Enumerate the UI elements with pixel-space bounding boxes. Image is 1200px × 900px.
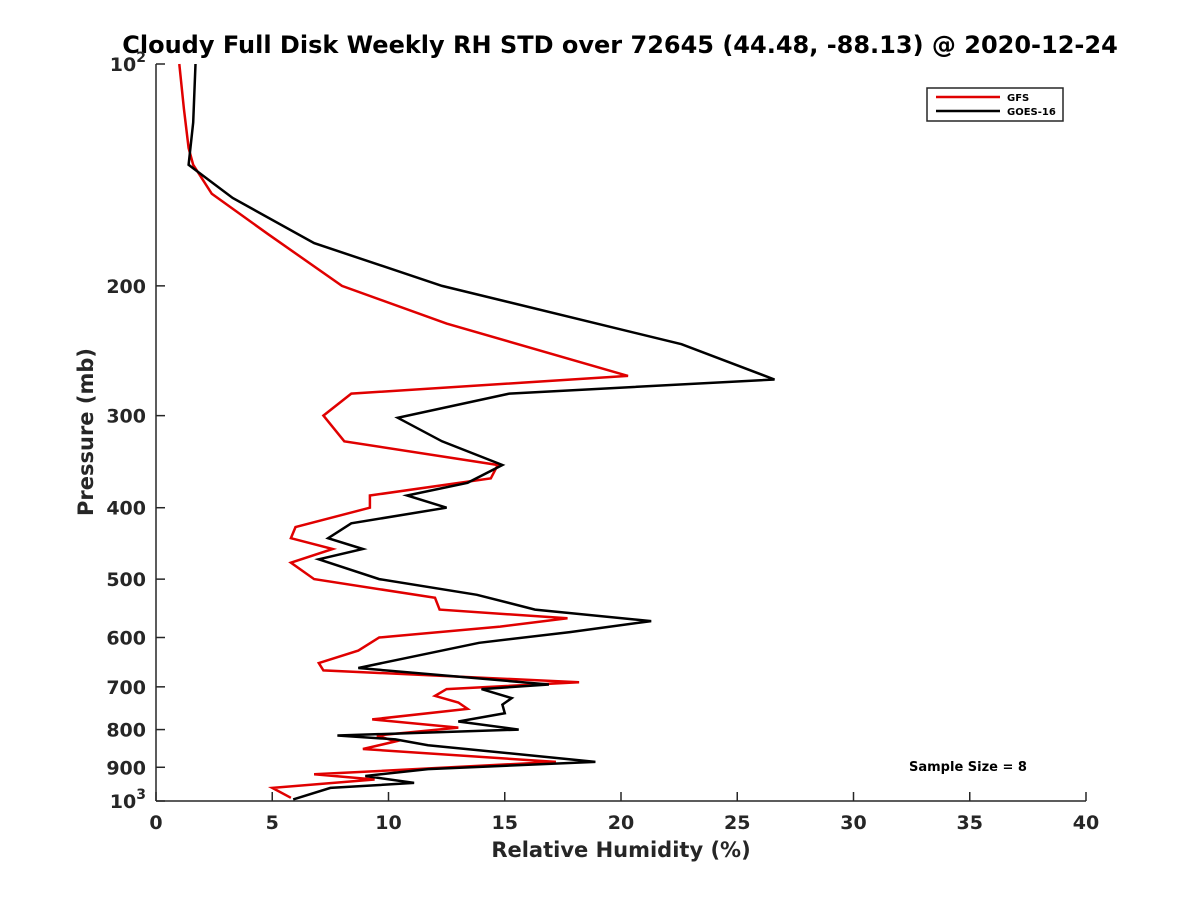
chart-title: Cloudy Full Disk Weekly RH STD over 7264… — [122, 31, 1118, 59]
x-tick-label: 20 — [608, 812, 634, 834]
y-tick-label: 102 — [110, 50, 146, 76]
legend-label-gfs: GFS — [1007, 93, 1029, 104]
y-tick-label: 500 — [106, 569, 146, 591]
x-axis-label: Relative Humidity (%) — [491, 838, 750, 862]
x-tick-label: 35 — [957, 812, 983, 834]
y-axis-ticks: 102 200 300 400 500 600 700 800 900 103 — [106, 50, 165, 813]
y-tick-label: 300 — [106, 406, 146, 428]
legend-label-goes-16: GOES-16 — [1007, 107, 1056, 118]
series-line-gfs — [178, 63, 629, 799]
x-tick-label: 10 — [375, 812, 401, 834]
x-axis-ticks: 0 5 10 15 20 25 30 35 40 — [149, 792, 1099, 834]
x-tick-label: 40 — [1073, 812, 1099, 834]
y-tick-label: 800 — [106, 720, 146, 742]
series-lines — [178, 63, 775, 801]
legend: GFS GOES-16 — [926, 87, 1064, 122]
plot-area — [155, 64, 1086, 802]
x-tick-label: 5 — [266, 812, 279, 834]
x-tick-label: 0 — [149, 812, 162, 834]
y-tick-label: 200 — [106, 276, 146, 298]
y-tick-label: 600 — [106, 627, 146, 649]
y-axis-label: Pressure (mb) — [74, 348, 98, 516]
y-tick-label: 103 — [110, 787, 146, 813]
series-line-goes-16 — [187, 63, 775, 801]
y-tick-label: 400 — [106, 498, 146, 520]
y-tick-label: 900 — [106, 757, 146, 779]
y-tick-label: 700 — [106, 677, 146, 699]
legend-box — [926, 87, 1064, 122]
x-tick-label: 25 — [724, 812, 750, 834]
x-tick-label: 30 — [840, 812, 866, 834]
x-tick-label: 15 — [492, 812, 518, 834]
sample-size-annotation: Sample Size = 8 — [909, 760, 1027, 775]
